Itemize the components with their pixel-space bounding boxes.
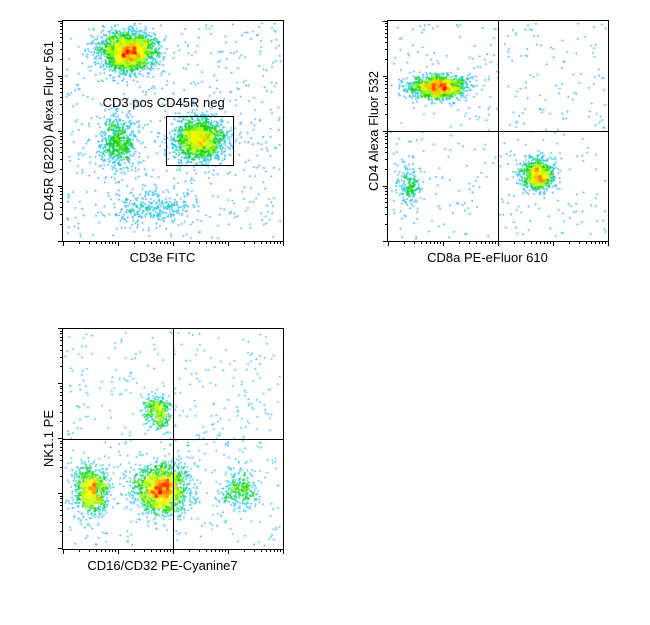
panel-2: CD4 Alexa Fluor 532 CD8a PE-eFluor 610 [345, 20, 630, 298]
xlabel-1: CD3e FITC [130, 250, 196, 265]
ylabel-2: CD4 Alexa Fluor 532 [366, 71, 381, 191]
plot-area-3 [62, 328, 284, 550]
plot-grid: CD45R (B220) Alexa Fluor 561 CD3 pos CD4… [20, 20, 630, 605]
plot-wrap-3: NK1.1 PE [41, 328, 284, 550]
ylabel-1: CD45R (B220) Alexa Fluor 561 [41, 41, 56, 220]
gate-rect [166, 116, 234, 166]
panel-empty [345, 328, 630, 606]
plot-area-1: CD3 pos CD45R neg [62, 20, 284, 242]
panel-3: NK1.1 PE CD16/CD32 PE-Cyanine7 [20, 328, 305, 606]
xlabel-2: CD8a PE-eFluor 610 [427, 250, 548, 265]
plot-wrap-1: CD45R (B220) Alexa Fluor 561 CD3 pos CD4… [41, 20, 284, 242]
quadrant-v [498, 21, 499, 241]
quadrant-v [173, 329, 174, 549]
panel-1: CD45R (B220) Alexa Fluor 561 CD3 pos CD4… [20, 20, 305, 298]
plot-wrap-2: CD4 Alexa Fluor 532 [366, 20, 609, 242]
xlabel-3: CD16/CD32 PE-Cyanine7 [87, 558, 237, 573]
plot-area-2 [387, 20, 609, 242]
ylabel-3: NK1.1 PE [41, 410, 56, 467]
gate-label: CD3 pos CD45R neg [103, 95, 225, 110]
